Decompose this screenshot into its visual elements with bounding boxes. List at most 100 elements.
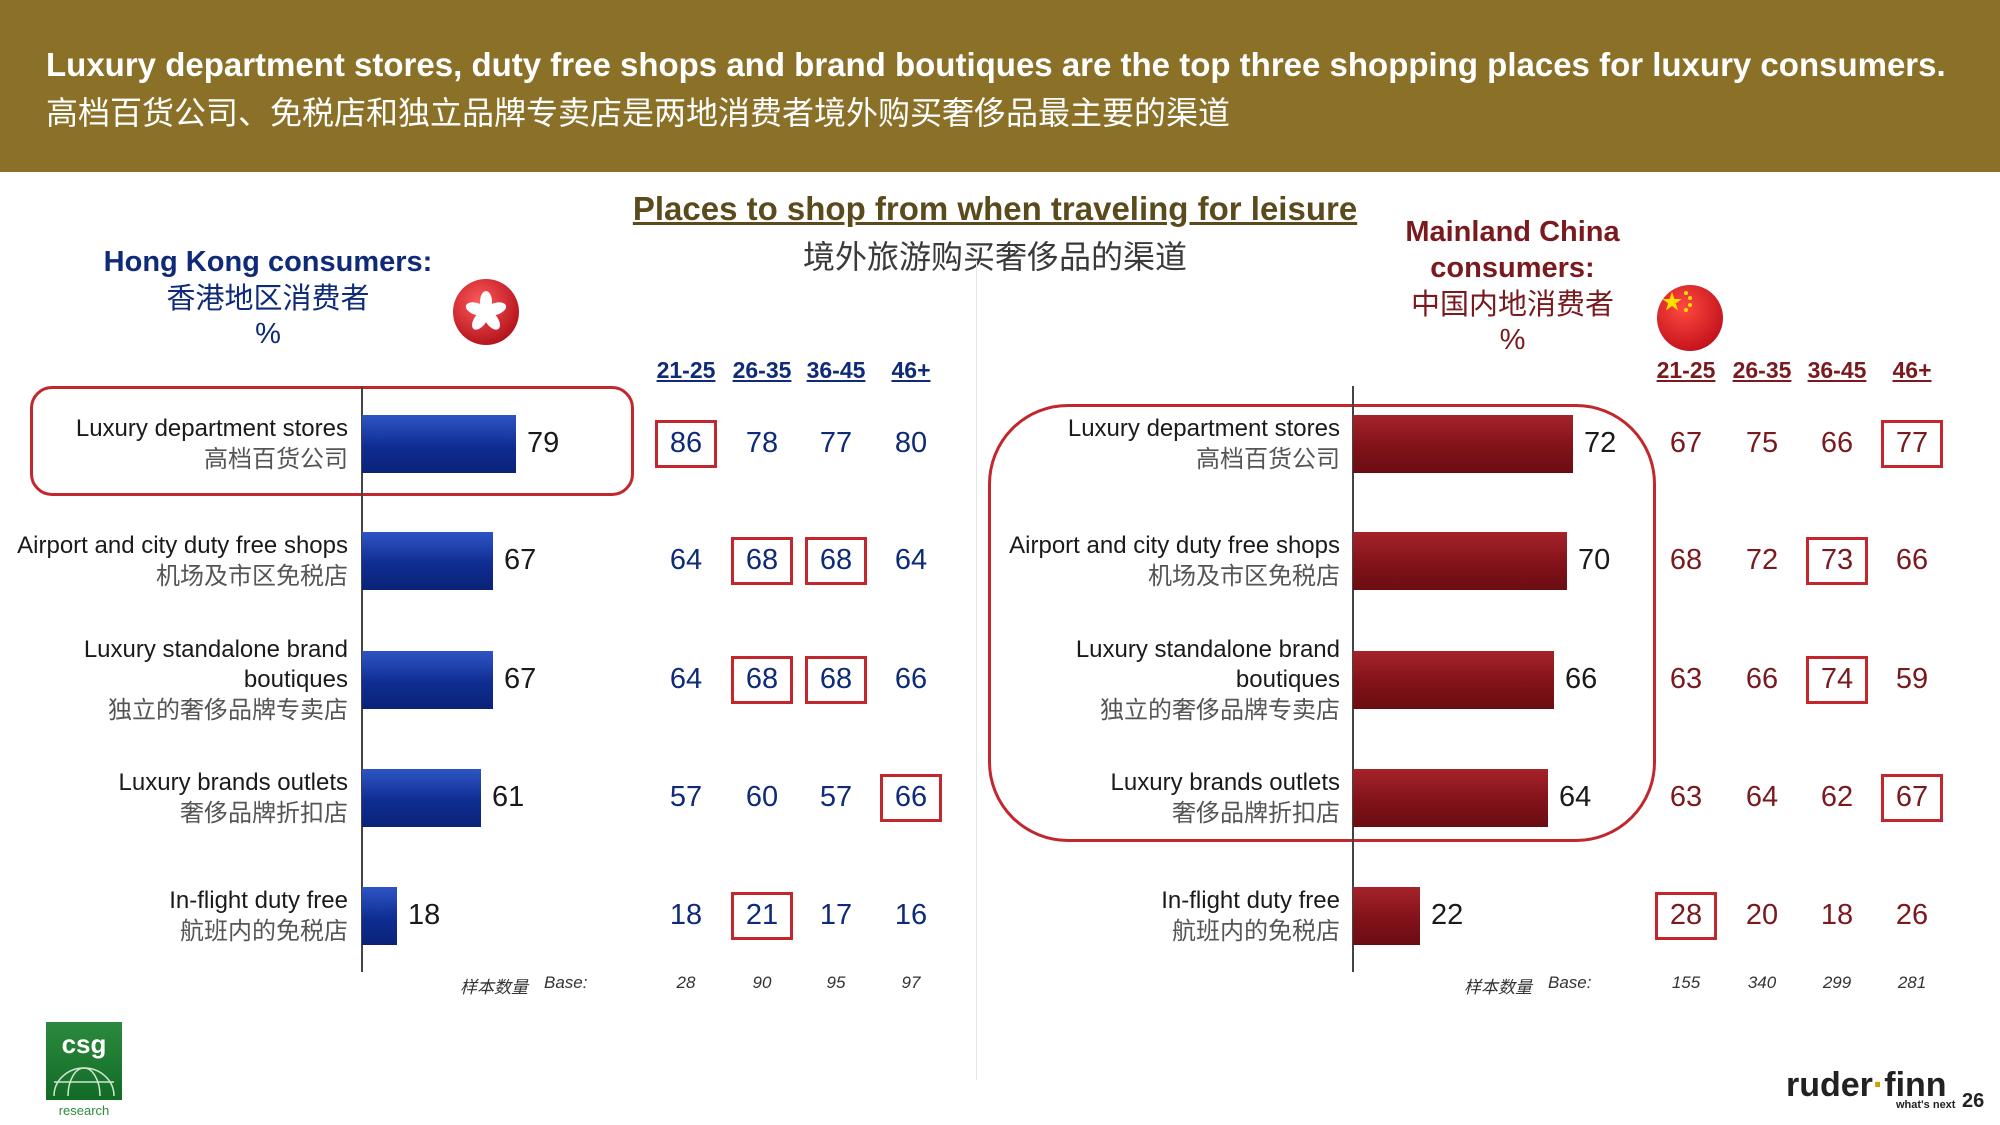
hk-age-value: 68 <box>819 663 853 695</box>
hk-age-header: 36-45 <box>806 357 866 383</box>
hong-kong-flag-icon <box>453 279 519 345</box>
logo-text: csg <box>61 1029 107 1059</box>
hk-category-label: Luxury brands outlets 奢侈品牌折扣店 <box>0 768 348 828</box>
cn-age-value: 68 <box>1669 544 1703 576</box>
cn-age-value: 75 <box>1745 427 1779 459</box>
hk-base-value: 97 <box>901 973 921 992</box>
globe-icon <box>53 1067 115 1096</box>
cn-highlight-box <box>1655 892 1717 940</box>
cn-category-label-zh: 独立的奢侈品牌专卖店 <box>1100 696 1340 724</box>
cn-bar <box>1353 651 1554 709</box>
hk-title-line: Hong Kong consumers: <box>103 246 433 278</box>
hk-age-header: 26-35 <box>732 357 792 383</box>
hk-age-header: 21-25 <box>656 357 716 383</box>
hk-category-label-zh: 独立的奢侈品牌专卖店 <box>108 696 348 724</box>
china-flag-icon <box>1657 285 1723 351</box>
hk-bar-value-label: 18 <box>408 899 441 931</box>
cn-age-value: 28 <box>1669 899 1703 931</box>
cn-age-value: 66 <box>1820 427 1854 459</box>
cn-category-label-en: Airport and city duty free shops <box>1009 532 1340 559</box>
cn-category-label-en: In-flight duty free <box>1161 887 1340 914</box>
hk-age-value: 60 <box>745 781 779 813</box>
cn-bar <box>1353 532 1567 590</box>
cn-bar-value-label: 64 <box>1559 781 1592 813</box>
cn-category-label-en: Luxury brands outlets <box>1110 769 1340 796</box>
cn-age-value: 67 <box>1895 781 1929 813</box>
hk-age-value: 18 <box>669 899 703 931</box>
cn-highlight-box <box>1881 774 1943 822</box>
hk-age-value: 64 <box>894 544 928 576</box>
cn-bar-value-label: 22 <box>1431 899 1464 931</box>
cn-age-value: 77 <box>1895 427 1929 459</box>
hk-bar <box>362 651 493 709</box>
cn-age-value: 74 <box>1820 663 1854 695</box>
cn-bar-value-label: 72 <box>1584 427 1617 459</box>
hk-age-value: 21 <box>745 899 779 931</box>
hk-category-label-en: In-flight duty free <box>169 887 348 914</box>
hk-highlight-box <box>731 656 793 704</box>
cn-category-label-en: boutiques <box>1235 666 1340 693</box>
cn-age-value: 66 <box>1895 544 1929 576</box>
hk-highlight-box <box>655 420 717 468</box>
cn-age-value: 26 <box>1895 899 1929 931</box>
page-number: 26 <box>1962 1090 1985 1112</box>
hk-base-label-en: Base: <box>544 973 588 992</box>
hk-age-value: 64 <box>669 544 703 576</box>
brand-tagline: what's next <box>1896 1099 1956 1111</box>
hk-bar-value-label: 79 <box>527 427 560 459</box>
cn-age-value: 59 <box>1895 663 1929 695</box>
chart-title: Places to shop from when traveling for l… <box>600 190 1390 278</box>
cn-age-value: 63 <box>1669 663 1703 695</box>
cn-title-line: 中国内地消费者 <box>1410 287 1614 321</box>
cn-age-value: 66 <box>1745 663 1779 695</box>
hk-age-value: 16 <box>894 899 928 931</box>
hk-age-value: 66 <box>894 663 928 695</box>
cn-highlight-box <box>1881 420 1943 468</box>
hk-age-value: 77 <box>819 427 853 459</box>
cn-category-label: Luxury standalone brand boutiques 独立的奢侈品牌专… <box>980 635 1340 725</box>
brand-left: ruder <box>1786 1066 1873 1104</box>
hk-category-label-en: Luxury standalone brand <box>83 636 348 663</box>
hk-category-label: Luxury standalone brand boutiques 独立的奢侈品牌专… <box>0 635 348 725</box>
header-banner: Luxury department stores, duty free shop… <box>0 0 2000 172</box>
cn-category-label: Luxury brands outlets 奢侈品牌折扣店 <box>980 768 1340 828</box>
headline-en: Luxury department stores, duty free shop… <box>46 46 1946 83</box>
hk-base-value: 90 <box>752 973 772 992</box>
cn-category-label-zh: 奢侈品牌折扣店 <box>1172 799 1340 827</box>
ruder-finn-logo: ruder·finn <box>1786 1066 1947 1105</box>
cn-base-value: 299 <box>1822 973 1852 992</box>
hk-bar <box>362 887 397 945</box>
hk-bar <box>362 415 516 473</box>
hk-title-line: 香港地区消费者 <box>166 281 370 315</box>
cn-base-value: 281 <box>1897 973 1927 992</box>
cn-category-label-zh: 机场及市区免税店 <box>1148 562 1340 590</box>
cn-age-value: 20 <box>1745 899 1779 931</box>
cn-bar <box>1353 769 1548 827</box>
hk-category-label: In-flight duty free 航班内的免税店 <box>0 886 348 946</box>
cn-age-value: 67 <box>1669 427 1703 459</box>
hk-bar-value-label: 67 <box>504 544 537 576</box>
cn-bar-value-label: 70 <box>1578 544 1611 576</box>
cn-category-label: Luxury department stores 高档百货公司 <box>980 414 1340 474</box>
hk-age-value: 86 <box>669 427 703 459</box>
cn-age-value: 63 <box>1669 781 1703 813</box>
chart-title-zh: 境外旅游购买奢侈品的渠道 <box>802 238 1187 276</box>
cn-category-label-en: Luxury department stores <box>1067 415 1340 442</box>
chart-title-en: Places to shop from when traveling for l… <box>632 190 1358 227</box>
hk-highlight-box <box>805 656 867 704</box>
cn-bar <box>1353 887 1420 945</box>
cn-bar <box>1353 415 1573 473</box>
hk-base-label-zh: 样本数量 <box>460 978 528 997</box>
hk-title-line: % <box>255 318 281 350</box>
cn-age-header: 21-25 <box>1656 357 1716 383</box>
cn-panel-title: Mainland China consumers: 中国内地消费者 % <box>1390 214 1635 358</box>
cn-base-label-zh: 样本数量 <box>1464 978 1532 997</box>
hk-bar <box>362 769 481 827</box>
hk-age-value: 57 <box>819 781 853 813</box>
cn-category-label-zh: 高档百货公司 <box>1196 445 1340 473</box>
hk-category-label-en: boutiques <box>243 666 348 693</box>
cn-age-value: 18 <box>1820 899 1854 931</box>
hk-base-value: 95 <box>826 973 846 992</box>
brand-right: finn <box>1884 1066 1947 1104</box>
cn-bar-value-label: 66 <box>1565 663 1598 695</box>
